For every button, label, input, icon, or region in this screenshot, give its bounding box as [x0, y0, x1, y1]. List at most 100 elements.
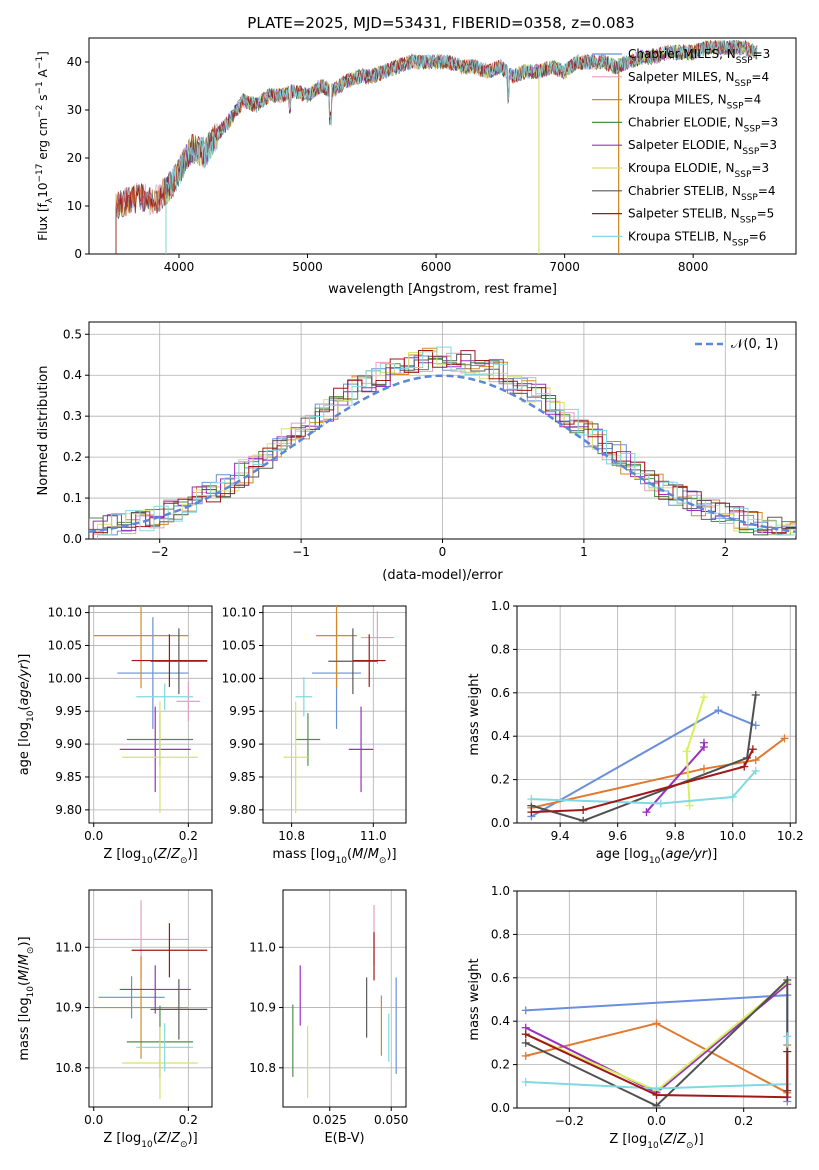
x-tick-label: 7000 — [549, 260, 580, 274]
hist-SS — [92, 350, 796, 539]
y-tick-label: 0.3 — [63, 409, 82, 423]
legend-entry-KE: Kroupa ELODIE, NSSP=3 — [628, 161, 769, 180]
legend-entry-SM: Salpeter MILES, NSSP=4 — [628, 70, 769, 89]
x-tick-label: 0.0 — [647, 1114, 666, 1128]
x-tick-label: 9.4 — [551, 829, 570, 843]
y-tick-label: 30 — [67, 103, 82, 117]
x-tick-label: 8000 — [678, 260, 709, 274]
mw-line-mw_red — [531, 748, 754, 814]
spectrum-axes — [88, 37, 797, 255]
y-tick-label: 0.0 — [491, 816, 510, 830]
x-tick-label: 0.2 — [179, 829, 198, 843]
legend-entry-CE: Chabrier ELODIE, NSSP=3 — [628, 115, 778, 134]
x-tick-label: 4000 — [164, 260, 195, 274]
spectrum-x-label: wavelength [Angstrom, rest frame] — [328, 282, 557, 297]
x-tick-label: 10.8 — [278, 829, 305, 843]
y-tick-label: 9.90 — [55, 737, 82, 751]
hist-KS — [97, 346, 796, 539]
y-tick-label: 0.1 — [63, 491, 82, 505]
y-tick-label: 10.10 — [222, 606, 256, 620]
x-axis-label: Z [log10(Z/Z⊙)] — [609, 1132, 703, 1151]
y-tick-label: 9.85 — [55, 770, 82, 784]
y-tick-label: 10 — [67, 199, 82, 213]
mw-line-mw_red — [525, 1033, 789, 1099]
hist-CS — [89, 353, 796, 539]
y-tick-label: 11.0 — [249, 940, 276, 954]
y-tick-label: 10.8 — [249, 1061, 276, 1075]
y-tick-label: 9.85 — [229, 770, 256, 784]
ageM-axes — [262, 605, 407, 824]
mw-line-mw_orange — [531, 737, 786, 809]
x-tick-label: 9.6 — [608, 829, 627, 843]
residuals-x-label: (data-model)/error — [382, 568, 503, 583]
x-tick-label: 6000 — [421, 260, 452, 274]
x-axis-label: E(B-V) — [324, 1131, 364, 1146]
mwAge-axes — [516, 605, 797, 824]
y-axis-label: age [log10(age/yr)] — [17, 654, 36, 776]
spectrum-y-label: Flux [fλ10−17 erg cm−2 s−1 A−1] — [35, 51, 55, 241]
y-tick-label: 10.10 — [48, 606, 82, 620]
x-tick-label: 11.0 — [360, 829, 387, 843]
y-tick-label: 0.4 — [491, 729, 510, 743]
y-tick-label: 9.80 — [55, 803, 82, 817]
y-tick-label: 0.0 — [63, 532, 82, 546]
y-tick-label: 0.2 — [491, 773, 510, 787]
mw-line-mw_gray — [531, 694, 757, 822]
y-tick-label: 0 — [74, 247, 82, 261]
legend-entry-SE: Salpeter ELODIE, NSSP=3 — [628, 138, 777, 157]
y-tick-label: 10.9 — [249, 1001, 276, 1015]
x-tick-label: −2 — [151, 545, 169, 559]
x-tick-label: 0.2 — [734, 1114, 753, 1128]
x-tick-label: 0.2 — [179, 1113, 198, 1127]
y-axis-label: mass weight — [467, 958, 482, 1040]
y-tick-label: 0.6 — [491, 971, 510, 985]
legend-entry-KS: Kroupa STELIB, NSSP=6 — [628, 229, 766, 248]
x-tick-label: 2 — [721, 545, 729, 559]
y-tick-label: 0.4 — [491, 1014, 510, 1028]
x-tick-label: 0.025 — [313, 1113, 347, 1127]
y-tick-label: 9.80 — [229, 803, 256, 817]
x-tick-label: −0.2 — [555, 1114, 584, 1128]
normal-curve — [89, 374, 796, 534]
y-tick-label: 10.00 — [48, 671, 82, 685]
x-tick-label: 0.050 — [374, 1113, 408, 1127]
y-tick-label: 40 — [67, 55, 82, 69]
x-tick-label: 1 — [580, 545, 588, 559]
y-tick-label: 0.5 — [63, 327, 82, 341]
y-tick-label: 10.05 — [48, 638, 82, 652]
legend-normal-label: 𝒩(0, 1) — [731, 337, 778, 352]
y-tick-label: 9.95 — [229, 704, 256, 718]
x-tick-label: 5000 — [292, 260, 323, 274]
x-tick-label: 0 — [439, 545, 447, 559]
legend-entry-KM: Kroupa MILES, NSSP=4 — [628, 93, 761, 112]
y-tick-label: 0.0 — [491, 1101, 510, 1115]
y-tick-label: 0.8 — [491, 927, 510, 941]
y-tick-label: 9.95 — [55, 704, 82, 718]
x-axis-label: age [log10(age/yr)] — [596, 847, 718, 866]
x-axis-label: Z [log10(Z/Z⊙)] — [103, 1131, 197, 1150]
y-tick-label: 1.0 — [491, 884, 510, 898]
y-tick-label: 0.4 — [63, 368, 82, 382]
y-tick-label: 10.05 — [222, 638, 256, 652]
y-tick-label: 11.0 — [55, 940, 82, 954]
hist-CE — [89, 358, 796, 539]
massE-axes — [282, 889, 407, 1108]
x-tick-label: 0.0 — [84, 1113, 103, 1127]
y-axis-label: mass weight — [467, 673, 482, 755]
y-tick-label: 9.90 — [229, 737, 256, 751]
y-axis-label: mass [log10(M/M⊙)] — [17, 936, 36, 1060]
massZ-axes — [88, 889, 213, 1108]
legend-entry-CS: Chabrier STELIB, NSSP=4 — [628, 184, 776, 203]
ageZ-axes — [88, 605, 213, 824]
x-axis-label: mass [log10(M/M⊙)] — [272, 847, 396, 866]
mw-line-mw_cyan — [531, 770, 757, 805]
figure-title: PLATE=2025, MJD=53431, FIBERID=0358, z=0… — [247, 14, 634, 32]
x-tick-label: 0.0 — [84, 829, 103, 843]
hist-SE — [92, 356, 796, 539]
y-tick-label: 0.6 — [491, 686, 510, 700]
y-tick-label: 0.2 — [63, 450, 82, 464]
y-tick-label: 20 — [67, 151, 82, 165]
spectrum-line-KS — [165, 39, 758, 254]
residuals-axes — [88, 321, 797, 540]
